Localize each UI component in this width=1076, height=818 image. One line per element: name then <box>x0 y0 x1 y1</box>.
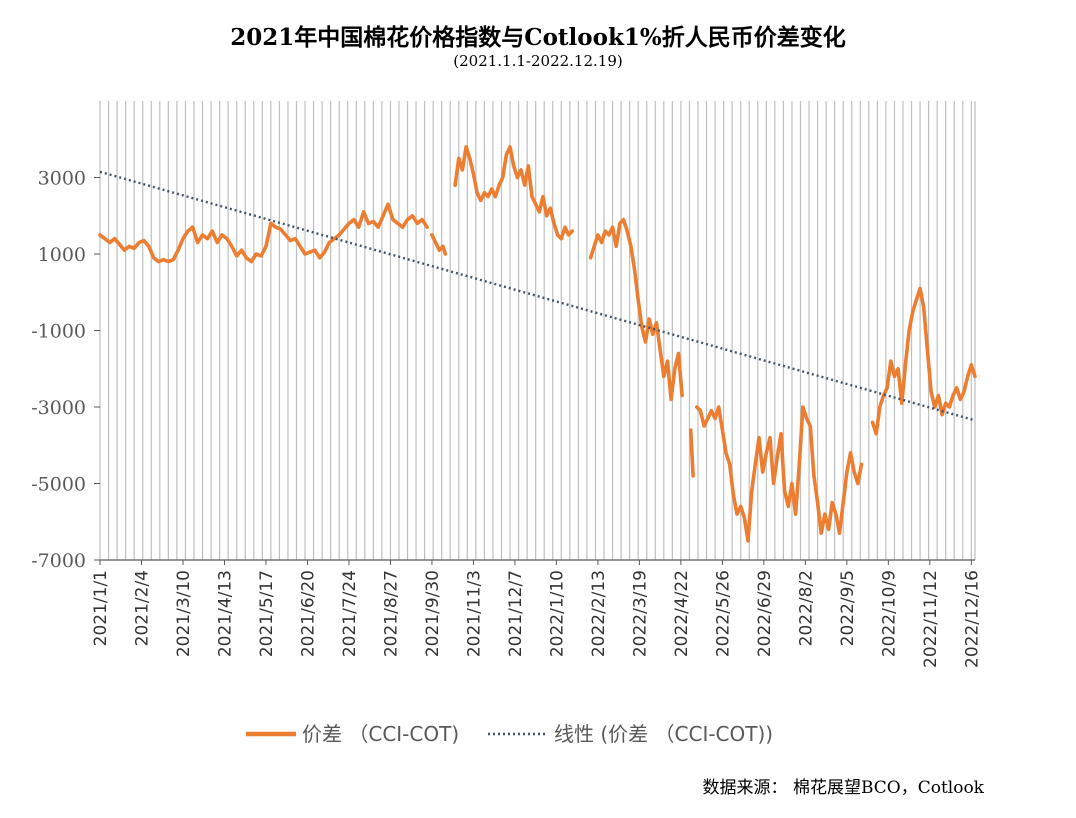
x-tick-label: 2021/1/1 <box>91 570 111 646</box>
x-tick-label: 2021/12/7 <box>506 570 526 657</box>
x-tick-label: 2022/5/26 <box>713 570 733 657</box>
x-tick-label: 2022/8/2 <box>796 570 816 646</box>
price-diff-line <box>430 233 448 256</box>
x-tick-label: 2022/6/29 <box>755 570 775 657</box>
x-tick-label: 2022/10/9 <box>879 570 899 657</box>
legend-label-trend: 线性 (价差 （CCI-COT)) <box>554 722 773 746</box>
y-tick-label: 3000 <box>38 168 86 190</box>
x-tick-label: 2022/12/16 <box>962 570 982 668</box>
x-tick-label: 2022/9/5 <box>838 570 858 646</box>
price-diff-line <box>695 405 864 543</box>
x-tick-label: 2021/2/4 <box>132 570 152 646</box>
price-diff-line <box>688 428 695 478</box>
x-tick-label: 2021/5/17 <box>257 570 277 657</box>
y-tick-label: -7000 <box>31 550 86 572</box>
price-diff-line <box>453 145 575 241</box>
x-tick-label: 2022/1/10 <box>547 570 567 657</box>
data-source: 数据来源： 棉花展望BCO，Cotlook <box>702 778 984 798</box>
x-tick-label: 2021/6/20 <box>298 570 318 657</box>
x-tick-label: 2021/3/10 <box>174 570 194 657</box>
y-tick-label: -1000 <box>31 321 86 343</box>
y-tick-label: 1000 <box>38 244 86 266</box>
grid-layer <box>99 101 976 560</box>
trend-line <box>99 170 976 422</box>
y-tick-label: -3000 <box>31 397 86 419</box>
series-layer <box>98 145 977 543</box>
y-tick-label: -5000 <box>31 474 86 496</box>
x-tick-label: 2021/11/3 <box>464 570 484 657</box>
x-tick-label: 2022/4/22 <box>672 570 692 657</box>
chart-title: 2021年中国棉花价格指数与Cotlook1%折人民币价差变化 <box>230 24 846 51</box>
x-tick-label: 2021/7/24 <box>340 570 360 657</box>
x-tick-label: 2021/8/27 <box>381 570 401 657</box>
legend: 价差 （CCI-COT) 线性 (价差 （CCI-COT)) <box>246 722 773 746</box>
legend-label-price-diff: 价差 （CCI-COT) <box>302 722 459 746</box>
x-tick-label: 2021/4/13 <box>215 570 235 657</box>
x-tick-label: 2022/2/13 <box>589 570 609 657</box>
chart-subtitle: (2021.1.1-2022.12.19) <box>453 52 623 70</box>
price-diff-line <box>588 217 684 402</box>
x-tick-label: 2022/3/19 <box>630 570 650 657</box>
price-diff-line <box>98 202 429 264</box>
price-diff-line <box>870 286 977 436</box>
x-tick-label: 2022/11/12 <box>921 570 941 668</box>
x-tick-label: 2021/9/30 <box>423 570 443 657</box>
